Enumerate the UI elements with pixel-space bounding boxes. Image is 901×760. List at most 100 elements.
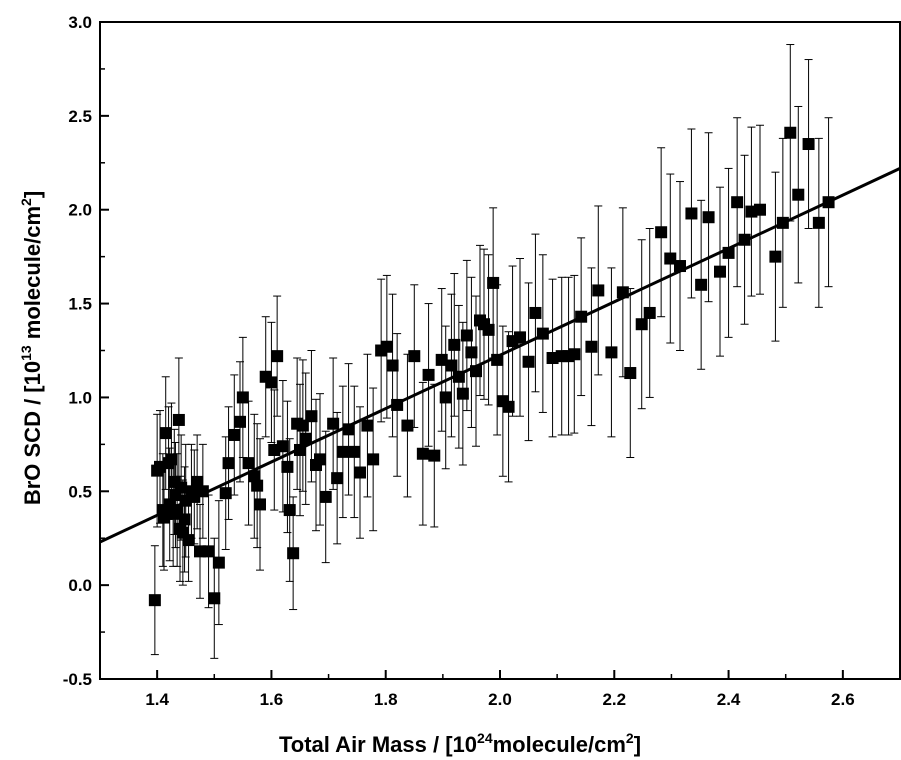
- data-point: [314, 453, 326, 466]
- x-tick-label: 2.2: [602, 690, 626, 709]
- data-point: [331, 472, 344, 485]
- data-point: [624, 367, 637, 380]
- plot-frame: [99, 21, 901, 680]
- data-point: [685, 207, 698, 220]
- data-point: [191, 475, 204, 488]
- data-point: [529, 306, 542, 319]
- data-point: [386, 359, 399, 372]
- y-tick-label: 3.0: [68, 13, 92, 32]
- data-point: [445, 359, 458, 372]
- y-axis-ticks: -0.5 0.0 0.5 1.0 1.5 2.0 2.5 3.0: [63, 13, 109, 689]
- data-point: [158, 511, 170, 524]
- data-point: [655, 226, 668, 239]
- data-point: [219, 487, 232, 500]
- data-point: [287, 547, 300, 560]
- y-tick-label: 2.0: [68, 201, 92, 220]
- data-point: [422, 368, 435, 381]
- data-point: [172, 413, 185, 426]
- data-point: [635, 318, 648, 331]
- data-point: [296, 419, 309, 432]
- data-point: [731, 196, 744, 209]
- y-tick-label: 0.5: [68, 482, 92, 501]
- data-point: [234, 415, 246, 428]
- y-tick-label: 0.0: [68, 576, 92, 595]
- data-point: [448, 338, 461, 351]
- data-point: [456, 387, 469, 400]
- data-point: [592, 284, 605, 297]
- data-point: [792, 188, 805, 201]
- data-point: [327, 417, 340, 430]
- data-point: [714, 265, 726, 278]
- data-point: [208, 592, 221, 605]
- x-tick-label: 1.6: [260, 690, 284, 709]
- regression-fit-line: [99, 167, 901, 544]
- data-point: [212, 556, 225, 569]
- data-point: [754, 203, 766, 216]
- data-point: [281, 460, 294, 473]
- data-markers: [148, 126, 835, 607]
- data-point: [812, 216, 825, 229]
- data-point: [236, 391, 249, 404]
- data-point: [502, 400, 515, 413]
- data-point: [354, 466, 366, 479]
- data-point: [605, 346, 618, 359]
- data-point: [222, 457, 235, 470]
- data-point: [182, 534, 195, 547]
- x-axis-ticks: 1.4 1.6 1.8 2.0 2.2 2.4 2.6: [145, 670, 855, 709]
- data-point: [460, 329, 473, 342]
- data-point: [305, 410, 318, 423]
- data-point: [283, 504, 296, 517]
- data-point: [465, 346, 478, 359]
- data-point: [408, 350, 421, 363]
- x-tick-label: 1.8: [374, 690, 398, 709]
- data-point: [299, 432, 312, 445]
- y-tick-label: 2.5: [68, 107, 92, 126]
- data-point: [784, 126, 797, 139]
- data-point: [546, 352, 559, 365]
- data-point: [265, 376, 278, 389]
- data-point: [769, 250, 782, 263]
- x-tick-label: 2.6: [831, 690, 855, 709]
- error-bars: [150, 44, 833, 659]
- x-tick-label: 2.4: [717, 690, 741, 709]
- data-point: [148, 594, 161, 607]
- y-tick-label: 1.5: [68, 295, 92, 314]
- data-point: [271, 350, 284, 363]
- data-point: [439, 391, 452, 404]
- data-point: [178, 513, 191, 526]
- data-point: [254, 498, 266, 511]
- data-point: [380, 340, 393, 353]
- data-point: [722, 246, 735, 259]
- data-point: [522, 355, 535, 368]
- data-point: [348, 445, 361, 458]
- y-tick-label: 1.0: [68, 388, 92, 407]
- data-point: [276, 440, 289, 453]
- data-point: [482, 323, 495, 336]
- x-axis-label: Total Air Mass / [1024molecule/cm2]: [279, 730, 641, 757]
- data-point: [428, 449, 441, 462]
- data-point: [506, 335, 519, 348]
- data-point: [336, 445, 349, 458]
- data-point: [248, 470, 261, 483]
- data-point: [159, 427, 172, 440]
- data-point: [416, 447, 429, 460]
- x-tick-label: 2.0: [488, 690, 512, 709]
- data-point: [251, 479, 264, 492]
- data-point: [643, 306, 656, 319]
- data-point: [568, 348, 581, 361]
- data-point: [202, 545, 215, 558]
- data-point: [695, 278, 708, 291]
- data-point: [319, 490, 332, 503]
- data-point: [228, 428, 241, 441]
- y-tick-label: -0.5: [63, 670, 92, 689]
- data-point: [401, 419, 414, 432]
- data-point: [802, 138, 815, 151]
- data-point: [487, 276, 500, 289]
- data-point: [514, 331, 526, 344]
- data-point: [175, 481, 188, 494]
- data-point: [435, 353, 448, 366]
- x-tick-label: 1.4: [145, 690, 169, 709]
- data-point: [165, 453, 178, 466]
- data-point: [585, 340, 598, 353]
